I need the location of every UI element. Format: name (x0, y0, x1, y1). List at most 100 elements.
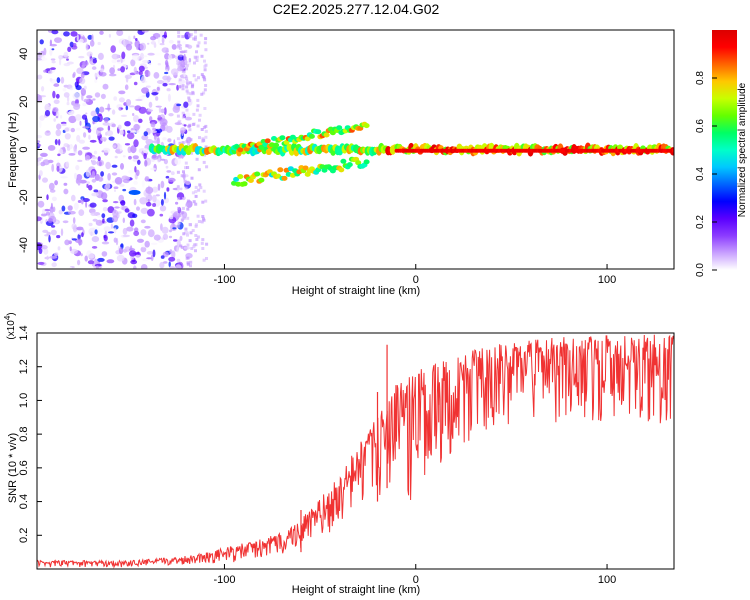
heatmap-cell-533 (68, 210, 76, 215)
heatmap-cell-1092 (193, 37, 197, 41)
heatmap-cell-1032 (186, 216, 190, 220)
heatmap-cell-747 (168, 54, 173, 60)
heatmap-cell-1012 (182, 170, 185, 174)
spectrogram-y-tick-label-1: -20 (18, 189, 30, 205)
heatmap-cell-1090 (194, 194, 198, 198)
heatmap-cell-509 (124, 121, 131, 127)
heatmap-cell-349 (39, 170, 43, 177)
heatmap-cell-1049 (189, 264, 192, 268)
heatmap-cell-292 (83, 98, 90, 103)
heatmap-cell-920 (182, 232, 186, 236)
heatmap-cell-835 (133, 158, 136, 162)
heatmap-cell-864 (150, 122, 156, 128)
heatmap-cell-1080 (200, 73, 204, 77)
heatmap-cell-495 (141, 134, 149, 141)
heatmap-cell-899 (61, 205, 66, 212)
heatmap-cell-506 (72, 92, 81, 100)
heatmap-cell-551 (172, 105, 180, 113)
heatmap-cell-647 (75, 114, 82, 121)
spectrogram-x-tick-label-0: -100 (213, 274, 235, 286)
heatmap-cell-776 (181, 70, 186, 74)
heatmap-cell-595 (132, 265, 137, 269)
heatmap-cell-576 (45, 104, 50, 107)
heatmap-cell-972 (204, 84, 208, 87)
heatmap-cell-296 (37, 140, 41, 144)
colorbar-tick-label-4: 0.8 (695, 71, 706, 85)
heatmap-cell-817 (179, 235, 183, 241)
heatmap-cell-774 (141, 30, 149, 33)
snr-y-ticks: 0.2 0.4 0.6 0.8 1.0 1.2 1.4 (18, 325, 42, 543)
heatmap-cell-1057 (178, 214, 182, 218)
heatmap-cell-1574 (336, 125, 343, 131)
heatmap-cell-141 (107, 206, 115, 214)
heatmap-cell-828 (105, 182, 111, 190)
heatmap-cell-644 (138, 118, 143, 124)
heatmap-cell-642 (152, 194, 157, 203)
heatmap-cell-739 (160, 199, 164, 206)
heatmap-cell-927 (194, 35, 197, 39)
heatmap-cell-1076 (194, 249, 197, 253)
heatmap-cell-955 (203, 78, 207, 82)
spectrogram-heatmap (37, 30, 674, 269)
heatmap-cell-541 (107, 173, 111, 181)
heatmap-cell-1058 (197, 168, 201, 172)
heatmap-cell-851 (81, 232, 84, 238)
heatmap-cell-428 (125, 99, 132, 106)
heatmap-cell-1548 (308, 133, 315, 139)
heatmap-cell-678 (55, 115, 59, 119)
heatmap-cell-198 (70, 248, 78, 254)
heatmap-cell-1053 (188, 128, 192, 132)
heatmap-cell-201 (114, 206, 120, 209)
heatmap-cell-917 (197, 76, 200, 80)
heatmap-cell-794 (102, 207, 108, 212)
heatmap-cell-861 (107, 231, 115, 234)
heatmap-cell-623 (140, 264, 148, 269)
heatmap-cell-685 (81, 198, 84, 205)
heatmap-cell-905 (204, 199, 208, 203)
heatmap-cell-931 (190, 176, 194, 180)
heatmap-cell-841 (43, 47, 47, 56)
heatmap-cell-290 (66, 61, 74, 65)
heatmap-cell-982 (185, 181, 189, 185)
heatmap-cell-719 (140, 229, 147, 236)
heatmap-cell-717 (104, 107, 112, 110)
heatmap-cell-932 (186, 233, 189, 237)
heatmap-cell-560 (92, 98, 96, 101)
heatmap-cell-262 (132, 213, 138, 218)
heatmap-cell-752 (91, 246, 98, 249)
heatmap-cell-187 (56, 77, 61, 84)
heatmap-cell-1480 (237, 147, 244, 153)
heatmap-cell-484 (83, 37, 88, 43)
heatmap-cell-652 (90, 110, 97, 117)
heatmap-cell-934 (181, 87, 185, 91)
heatmap-cell-486 (51, 48, 55, 51)
heatmap-cell-669 (60, 76, 65, 84)
heatmap-cell-831 (73, 202, 79, 211)
heatmap-cell-460 (129, 105, 136, 108)
heatmap-cell-813 (159, 118, 168, 127)
heatmap-cell-896 (156, 86, 160, 91)
heatmap-cell-761 (129, 130, 137, 133)
heatmap-cell-696 (96, 127, 104, 131)
heatmap-cell-348 (67, 205, 73, 211)
heatmap-cell-525 (128, 169, 135, 174)
heatmap-cell-1023 (177, 197, 181, 201)
snr-multiplier: (x104) (3, 312, 17, 339)
heatmap-cell-959 (196, 214, 200, 218)
heatmap-cell-194 (118, 97, 125, 103)
heatmap-cell-843 (135, 98, 143, 102)
heatmap-cell-470 (104, 117, 109, 123)
heatmap-cell-654 (74, 172, 77, 180)
heatmap-cell-511 (175, 201, 179, 205)
heatmap-cell-515 (181, 41, 187, 45)
heatmap-cell-61 (86, 95, 93, 99)
heatmap-cell-740 (153, 134, 157, 140)
heatmap-cell-788 (87, 253, 95, 259)
heatmap-cell-758 (134, 166, 137, 173)
heatmap-cell-505 (102, 199, 108, 203)
heatmap-cell-294 (51, 196, 57, 202)
heatmap-cell-1579 (340, 158, 347, 164)
heatmap-cell-723 (168, 256, 176, 262)
heatmap-cell-324 (159, 213, 164, 217)
snr-y-tick-label-3: 0.8 (18, 426, 30, 441)
